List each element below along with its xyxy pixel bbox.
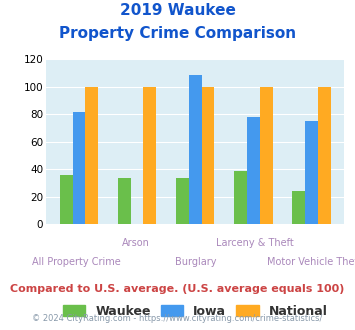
Bar xyxy=(143,87,156,224)
Text: © 2024 CityRating.com - https://www.cityrating.com/crime-statistics/: © 2024 CityRating.com - https://www.city… xyxy=(32,314,323,323)
Bar xyxy=(202,87,214,224)
Text: Arson: Arson xyxy=(122,238,149,248)
Text: Larceny & Theft: Larceny & Theft xyxy=(216,238,294,248)
Text: Burglary: Burglary xyxy=(175,257,216,267)
Text: 2019 Waukee: 2019 Waukee xyxy=(120,3,235,18)
Bar xyxy=(176,178,189,224)
Text: Compared to U.S. average. (U.S. average equals 100): Compared to U.S. average. (U.S. average … xyxy=(10,284,345,294)
Bar xyxy=(318,87,331,224)
Bar xyxy=(293,191,305,224)
Bar xyxy=(118,178,131,224)
Text: Motor Vehicle Theft: Motor Vehicle Theft xyxy=(267,257,355,267)
Bar xyxy=(60,175,72,224)
Bar xyxy=(72,112,85,224)
Bar xyxy=(189,75,202,224)
Bar xyxy=(234,171,247,224)
Text: All Property Crime: All Property Crime xyxy=(32,257,120,267)
Bar xyxy=(247,117,260,224)
Bar xyxy=(85,87,98,224)
Text: Property Crime Comparison: Property Crime Comparison xyxy=(59,26,296,41)
Bar xyxy=(305,121,318,224)
Bar xyxy=(260,87,273,224)
Legend: Waukee, Iowa, National: Waukee, Iowa, National xyxy=(58,300,333,323)
